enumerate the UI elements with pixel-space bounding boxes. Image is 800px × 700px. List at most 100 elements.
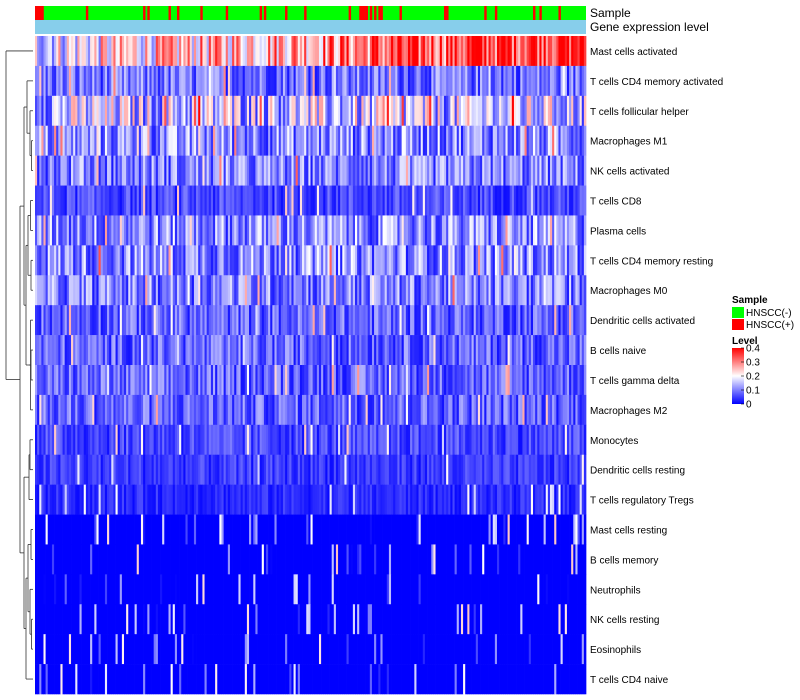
heatmap-cell <box>569 335 572 366</box>
heatmap-cell <box>206 335 210 366</box>
heatmap-cell <box>232 65 235 97</box>
heatmap-cell <box>259 305 263 336</box>
heatmap-cell <box>217 394 220 426</box>
heatmap-cell <box>441 245 445 276</box>
heatmap-cell <box>465 245 468 276</box>
heatmap-cell <box>274 215 277 246</box>
heatmap-cell <box>391 365 394 396</box>
heatmap-cell <box>441 574 445 605</box>
heatmap-cell <box>257 305 260 336</box>
heatmap-cell <box>221 155 224 186</box>
heatmap-cell <box>246 275 250 306</box>
heatmap-cell <box>132 215 135 246</box>
heatmap-cell <box>496 95 500 127</box>
heatmap-cell <box>369 185 373 216</box>
heatmap-cell <box>75 514 78 545</box>
heatmap-cell <box>537 245 540 276</box>
heatmap-cell <box>549 185 553 216</box>
heatmap-cell <box>77 185 80 216</box>
heatmap-cell <box>348 36 352 67</box>
heatmap-cell <box>71 544 74 575</box>
heatmap-cell <box>227 424 231 456</box>
heatmap-cell <box>215 544 218 575</box>
heatmap-cell <box>253 245 256 276</box>
sample-cell-positive <box>444 6 447 20</box>
heatmap-cell <box>170 275 174 306</box>
heatmap-cell <box>215 275 218 306</box>
heatmap-cell <box>291 514 294 545</box>
heatmap-cell <box>530 335 534 366</box>
heatmap-cell <box>378 514 381 545</box>
heatmap-cell <box>338 36 341 67</box>
heatmap-cell <box>39 125 42 156</box>
heatmap-cell <box>217 335 220 366</box>
heatmap-cell <box>365 394 369 426</box>
heatmap-cell <box>333 574 337 605</box>
heatmap-cell <box>407 454 411 485</box>
heatmap-cell <box>446 185 449 216</box>
heatmap-cell <box>543 125 547 156</box>
heatmap-cell <box>223 574 227 605</box>
heatmap-cell <box>581 245 585 276</box>
heatmap-cell <box>460 185 464 216</box>
heatmap-cell <box>210 335 214 366</box>
heatmap-cell <box>68 155 72 186</box>
heatmap-cell <box>64 514 68 545</box>
heatmap-cell <box>162 185 165 216</box>
heatmap-cell <box>43 36 46 67</box>
heatmap-cell <box>378 215 381 246</box>
heatmap-cell <box>365 125 369 156</box>
heatmap-cell <box>569 424 572 456</box>
heatmap-cell <box>202 125 205 156</box>
heatmap-cell <box>45 305 49 336</box>
heatmap-row <box>35 574 587 605</box>
heatmap-cell <box>520 305 523 336</box>
heatmap-cell <box>526 544 530 575</box>
heatmap-cell <box>253 424 256 456</box>
heatmap-cell <box>380 185 383 216</box>
heatmap-cell <box>552 215 555 246</box>
heatmap-cell <box>274 65 277 97</box>
heatmap-cell <box>516 36 519 67</box>
heatmap-cell <box>433 365 436 396</box>
heatmap-cell <box>71 574 74 605</box>
heatmap-cell <box>261 484 265 515</box>
heatmap-cell <box>342 36 345 67</box>
heatmap-cell <box>109 185 112 216</box>
heatmap-cell <box>223 544 227 575</box>
heatmap-cell <box>215 36 218 67</box>
heatmap-cell <box>285 424 288 456</box>
heatmap-cell <box>291 275 294 306</box>
heatmap-cell <box>98 95 102 127</box>
heatmap-cell <box>469 125 472 156</box>
heatmap-cell <box>236 65 239 97</box>
heatmap-cell <box>350 424 354 456</box>
heatmap-cell <box>291 305 294 336</box>
heatmap-cell <box>420 574 424 605</box>
heatmap-cell <box>79 65 82 97</box>
heatmap-cell <box>35 454 38 485</box>
heatmap-cell <box>179 65 182 97</box>
heatmap-cell <box>64 185 68 216</box>
heatmap-cell <box>535 95 538 127</box>
heatmap-cell <box>109 125 112 156</box>
heatmap-cell <box>338 95 341 127</box>
heatmap-cell <box>92 65 95 97</box>
heatmap-cell <box>162 125 165 156</box>
heatmap-cell <box>90 185 93 216</box>
heatmap-cell <box>49 36 53 67</box>
heatmap-cell <box>386 394 390 426</box>
heatmap-cell <box>473 155 477 186</box>
heatmap-cell <box>374 36 377 67</box>
heatmap-cell <box>37 36 40 67</box>
heatmap-cell <box>371 245 375 276</box>
heatmap-cell <box>238 155 241 186</box>
heatmap-cell <box>545 65 549 97</box>
heatmap-cell <box>554 454 557 485</box>
heatmap-cell <box>424 36 428 67</box>
heatmap-cell <box>522 95 525 127</box>
heatmap-cell <box>579 95 583 127</box>
heatmap-cell <box>299 544 303 575</box>
heatmap-cell <box>463 275 466 306</box>
heatmap-cell <box>560 335 564 366</box>
